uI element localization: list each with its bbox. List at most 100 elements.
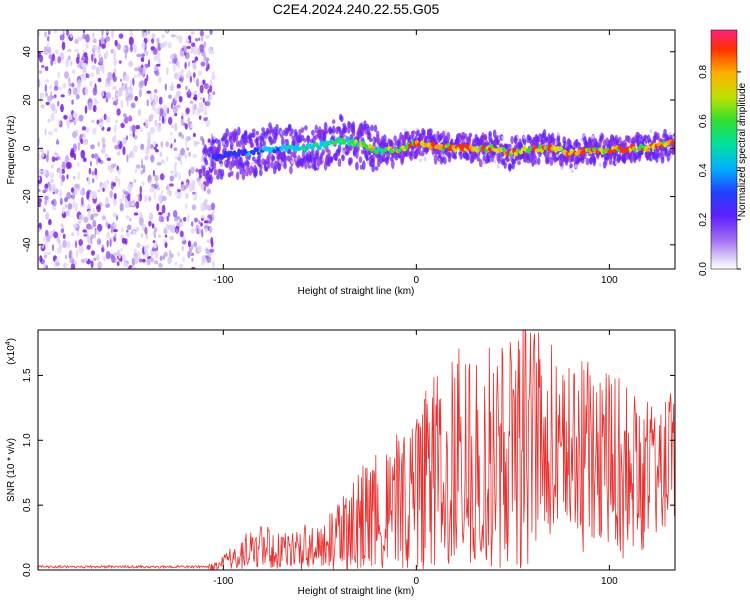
track-halo [262,140,267,147]
noise-blob [150,91,153,101]
noise-blob [181,134,185,140]
noise-blob [120,247,123,252]
noise-blob [146,99,149,107]
noise-blob [161,33,166,39]
noise-blob [166,191,171,195]
noise-blob [62,233,66,239]
noise-blob [166,107,170,114]
noise-blob [159,151,163,157]
noise-blob [121,227,124,232]
track-faint [672,135,675,140]
noise-blob [44,31,47,38]
noise-blob [161,204,166,214]
noise-blob [133,145,138,153]
track-halo [585,157,590,166]
noise-blob [195,78,200,88]
noise-blob [116,108,121,116]
noise-blob [57,56,61,64]
noise-blob [198,81,203,85]
track-faint [501,135,505,140]
noise-blob [39,255,43,263]
track-halo [341,154,345,160]
noise-blob [85,126,90,133]
noise-blob [105,251,111,260]
noise-blob [134,168,138,174]
noise-blob [43,51,48,55]
track-core [293,148,298,152]
noise-blob [106,231,110,240]
track-core [345,137,350,143]
track-halo [406,131,410,137]
track-halo [618,136,622,144]
noise-blob [191,103,194,112]
noise-blob [150,257,154,263]
noise-blob [57,156,61,161]
noise-blob [114,119,119,124]
noise-blob [125,74,130,82]
track-halo [306,135,311,144]
track-faint [493,159,497,164]
track-halo [490,157,495,163]
noise-blob [38,197,42,204]
noise-blob [62,239,67,248]
noise-blob [46,235,51,243]
noise-blob [118,33,124,39]
noise-blob [61,174,65,182]
track-core [397,148,402,153]
noise-blob [60,103,64,113]
spectrogram-frame [37,29,676,270]
noise-blob [205,57,210,63]
noise-blob [87,101,93,111]
snr-ylabel: SNR (10 * v/v) [6,438,17,502]
noise-blob [77,141,81,151]
noise-blob [198,168,203,175]
noise-blob [144,227,148,235]
track-halo [568,140,572,146]
noise-blob [92,105,97,113]
noise-blob [44,128,47,136]
track-halo [314,124,319,134]
noise-blob [150,154,155,163]
noise-blob [195,224,200,229]
track-halo [556,133,561,142]
noise-blob [178,35,183,44]
noise-blob [174,112,178,117]
noise-blob [184,192,190,198]
track-halo [481,132,485,143]
noise-blob [38,188,41,193]
noise-blob [124,116,129,124]
noise-blob [78,245,84,254]
track-halo [429,128,433,135]
noise-blob [153,191,156,200]
track-core [222,154,227,159]
noise-blob [160,159,166,165]
noise-blob [154,119,158,127]
noise-blob [154,174,159,182]
noise-blob [212,91,216,96]
noise-blob [41,64,45,69]
noise-blob [97,141,100,147]
track-halo [443,156,447,165]
noise-blob [50,178,54,184]
track-core [303,147,308,152]
noise-blob [54,49,60,55]
noise-blob [94,167,98,176]
noise-blob [177,157,182,161]
track-halo [517,160,521,166]
track-halo [533,160,537,165]
noise-blob [93,192,98,200]
noise-blob [111,97,117,101]
track-halo [230,170,234,177]
noise-blob [60,223,64,228]
noise-blob [197,92,200,98]
noise-blob [110,163,115,169]
track-halo [459,150,463,160]
noise-blob [38,169,42,175]
noise-blob [208,46,213,55]
track-halo [250,142,255,148]
noise-blob [79,214,84,221]
noise-blob [62,262,68,268]
noise-blob [117,139,120,145]
noise-blob [48,218,52,226]
noise-blob [72,223,78,229]
